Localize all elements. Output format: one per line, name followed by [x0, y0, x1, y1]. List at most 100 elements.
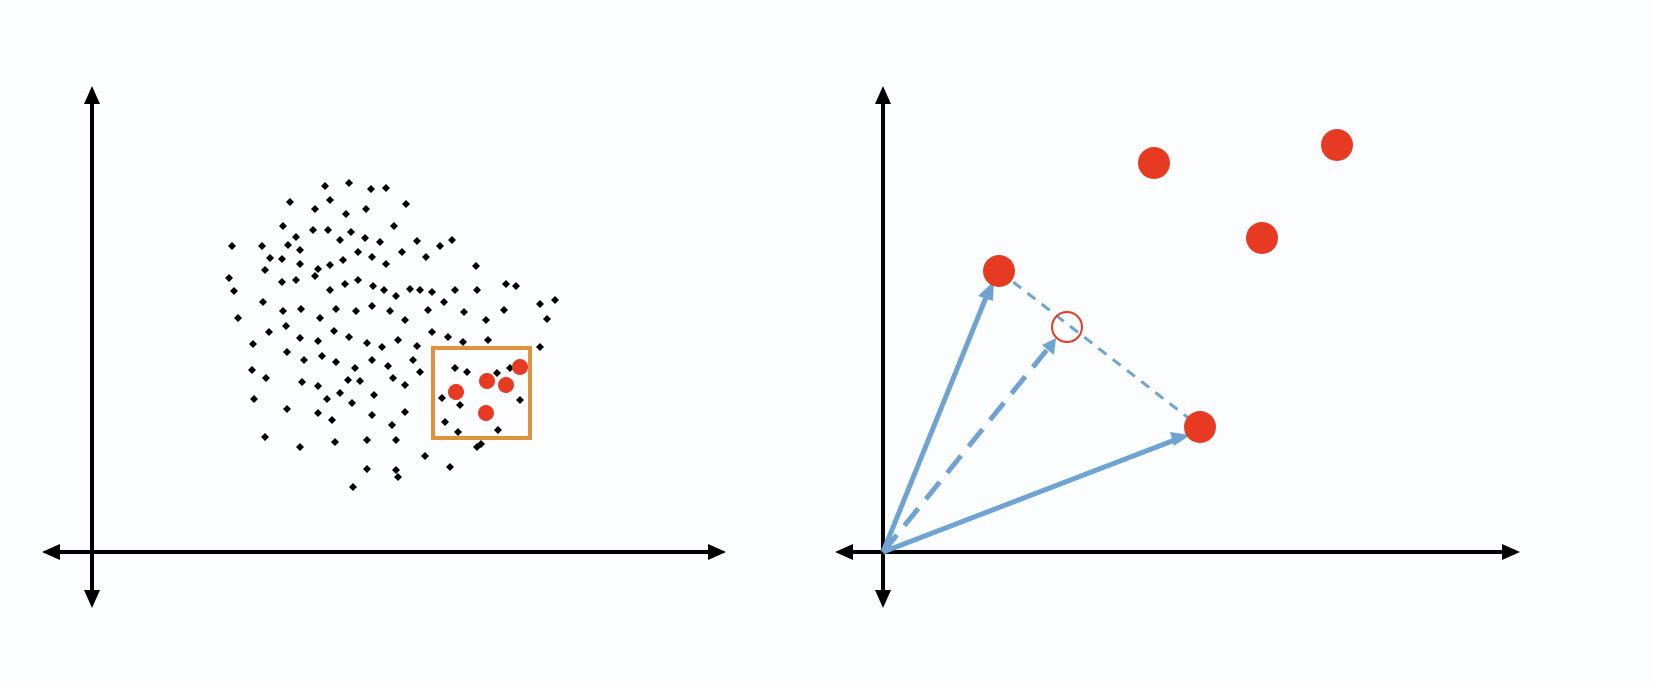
- cloud-point: [261, 266, 269, 274]
- cloud-point: [413, 342, 421, 350]
- cloud-point: [318, 352, 326, 360]
- interpolation-dashed-segment: [998, 269, 1201, 429]
- cloud-point: [428, 328, 436, 336]
- cloud-point: [324, 226, 332, 234]
- cloud-point: [422, 253, 430, 261]
- cloud-point: [368, 411, 376, 419]
- cloud-point: [472, 262, 480, 270]
- cloud-point: [330, 327, 338, 335]
- cloud-point: [406, 285, 414, 293]
- cloud-point: [401, 316, 409, 324]
- cloud-point: [286, 198, 294, 206]
- cloud-point: [262, 374, 270, 382]
- cloud-point: [454, 428, 462, 436]
- vectors: [880, 281, 1190, 555]
- cloud-point: [297, 305, 305, 313]
- cloud-point: [309, 226, 317, 234]
- vector-1-line: [880, 289, 992, 553]
- cloud-point: [409, 356, 417, 364]
- cloud-point: [382, 184, 390, 192]
- cloud-point: [326, 196, 334, 204]
- cloud-point: [296, 246, 304, 254]
- right-y-axis-arrow-up: [875, 86, 891, 104]
- cloud-point: [451, 286, 459, 294]
- cloud-point: [248, 366, 256, 374]
- cloud-point: [316, 314, 324, 322]
- cloud-point: [512, 282, 520, 290]
- cloud-point: [328, 416, 336, 424]
- cloud-point: [392, 466, 400, 474]
- cloud-point: [459, 338, 467, 346]
- cloud-point: [363, 465, 371, 473]
- highlighted-points: [448, 359, 528, 421]
- cloud-point: [440, 298, 448, 306]
- cloud-point: [278, 278, 286, 286]
- cloud-point: [394, 336, 402, 344]
- data-point: [1321, 129, 1353, 161]
- data-point: [1184, 411, 1216, 443]
- cloud-point: [261, 433, 269, 441]
- cloud-point: [500, 306, 508, 314]
- cloud-point: [368, 253, 376, 261]
- cloud-point: [323, 395, 331, 403]
- cloud-point: [402, 200, 410, 208]
- highlighted-point: [512, 359, 528, 375]
- cloud-point: [296, 443, 304, 451]
- cloud-point: [424, 306, 432, 314]
- cloud-point: [376, 238, 384, 246]
- cloud-point: [441, 418, 449, 426]
- cloud-point: [354, 248, 362, 256]
- right-points: [983, 129, 1353, 443]
- cloud-point: [473, 286, 481, 294]
- cloud-point: [361, 234, 369, 242]
- cloud-point: [258, 242, 266, 250]
- cloud-point: [314, 409, 322, 417]
- left-y-axis-arrow-up: [84, 86, 100, 104]
- cloud-point: [225, 274, 233, 282]
- cloud-point: [345, 179, 353, 187]
- cloud-point: [463, 368, 471, 376]
- cloud-point: [230, 287, 238, 295]
- highlighted-point: [479, 373, 495, 389]
- cloud-point: [516, 396, 524, 404]
- right-axes: [835, 86, 1520, 608]
- cloud-point: [314, 382, 322, 390]
- cloud-point: [339, 256, 347, 264]
- cloud-point: [392, 292, 400, 300]
- cloud-point: [416, 368, 424, 376]
- cloud-point: [336, 389, 344, 397]
- data-point: [983, 255, 1015, 287]
- cloud-point: [451, 364, 459, 372]
- cloud-point: [382, 260, 390, 268]
- point-cloud: [225, 179, 559, 491]
- right-x-axis-arrow-right: [1502, 544, 1520, 560]
- cloud-point: [536, 300, 544, 308]
- cloud-point: [543, 315, 551, 323]
- cloud-point: [438, 394, 446, 402]
- cloud-point: [266, 254, 274, 262]
- cloud-point: [446, 463, 454, 471]
- cloud-point: [390, 222, 398, 230]
- cloud-point: [336, 236, 344, 244]
- cloud-point: [326, 286, 334, 294]
- cloud-point: [392, 436, 400, 444]
- cloud-point: [265, 328, 273, 336]
- selection-box: [431, 346, 532, 440]
- interpolated-point: [1051, 311, 1083, 343]
- cloud-point: [321, 182, 329, 190]
- left-axes: [42, 86, 726, 608]
- cloud-point: [494, 426, 502, 434]
- cloud-point: [314, 337, 322, 345]
- cloud-point: [428, 288, 436, 296]
- cloud-point: [477, 440, 485, 448]
- cloud-point: [502, 280, 510, 288]
- cloud-point: [362, 205, 370, 213]
- interpolated-vector-line: [881, 344, 1052, 554]
- cloud-point: [332, 305, 340, 313]
- cloud-point: [282, 322, 290, 330]
- cloud-point: [279, 307, 287, 315]
- cloud-point: [456, 401, 464, 409]
- cloud-point: [388, 421, 396, 429]
- cloud-point: [436, 242, 444, 250]
- cloud-point: [394, 473, 402, 481]
